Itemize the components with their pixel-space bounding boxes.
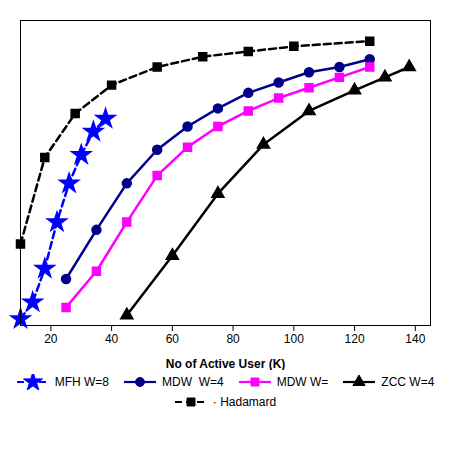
svg-text:120: 120: [345, 332, 365, 346]
svg-text:60: 60: [166, 332, 180, 346]
html-text:ZCC W=4: ZCC W=4: [381, 375, 435, 389]
html-text:MFH W=8: MFH W=8: [54, 375, 109, 389]
html-text:· Hadamard: · Hadamard: [212, 395, 277, 409]
html-text:MDW W=4: MDW W=4: [162, 375, 224, 389]
svg-text:80: 80: [226, 332, 240, 346]
svg-text:40: 40: [105, 332, 119, 346]
svg-text:20: 20: [44, 332, 58, 346]
svg-text:140: 140: [405, 332, 425, 346]
html-text:MDW W=: MDW W=: [276, 375, 329, 389]
svg-text:100: 100: [284, 332, 304, 346]
svg-text:No of Active User (K): No of Active User (K): [166, 357, 286, 371]
